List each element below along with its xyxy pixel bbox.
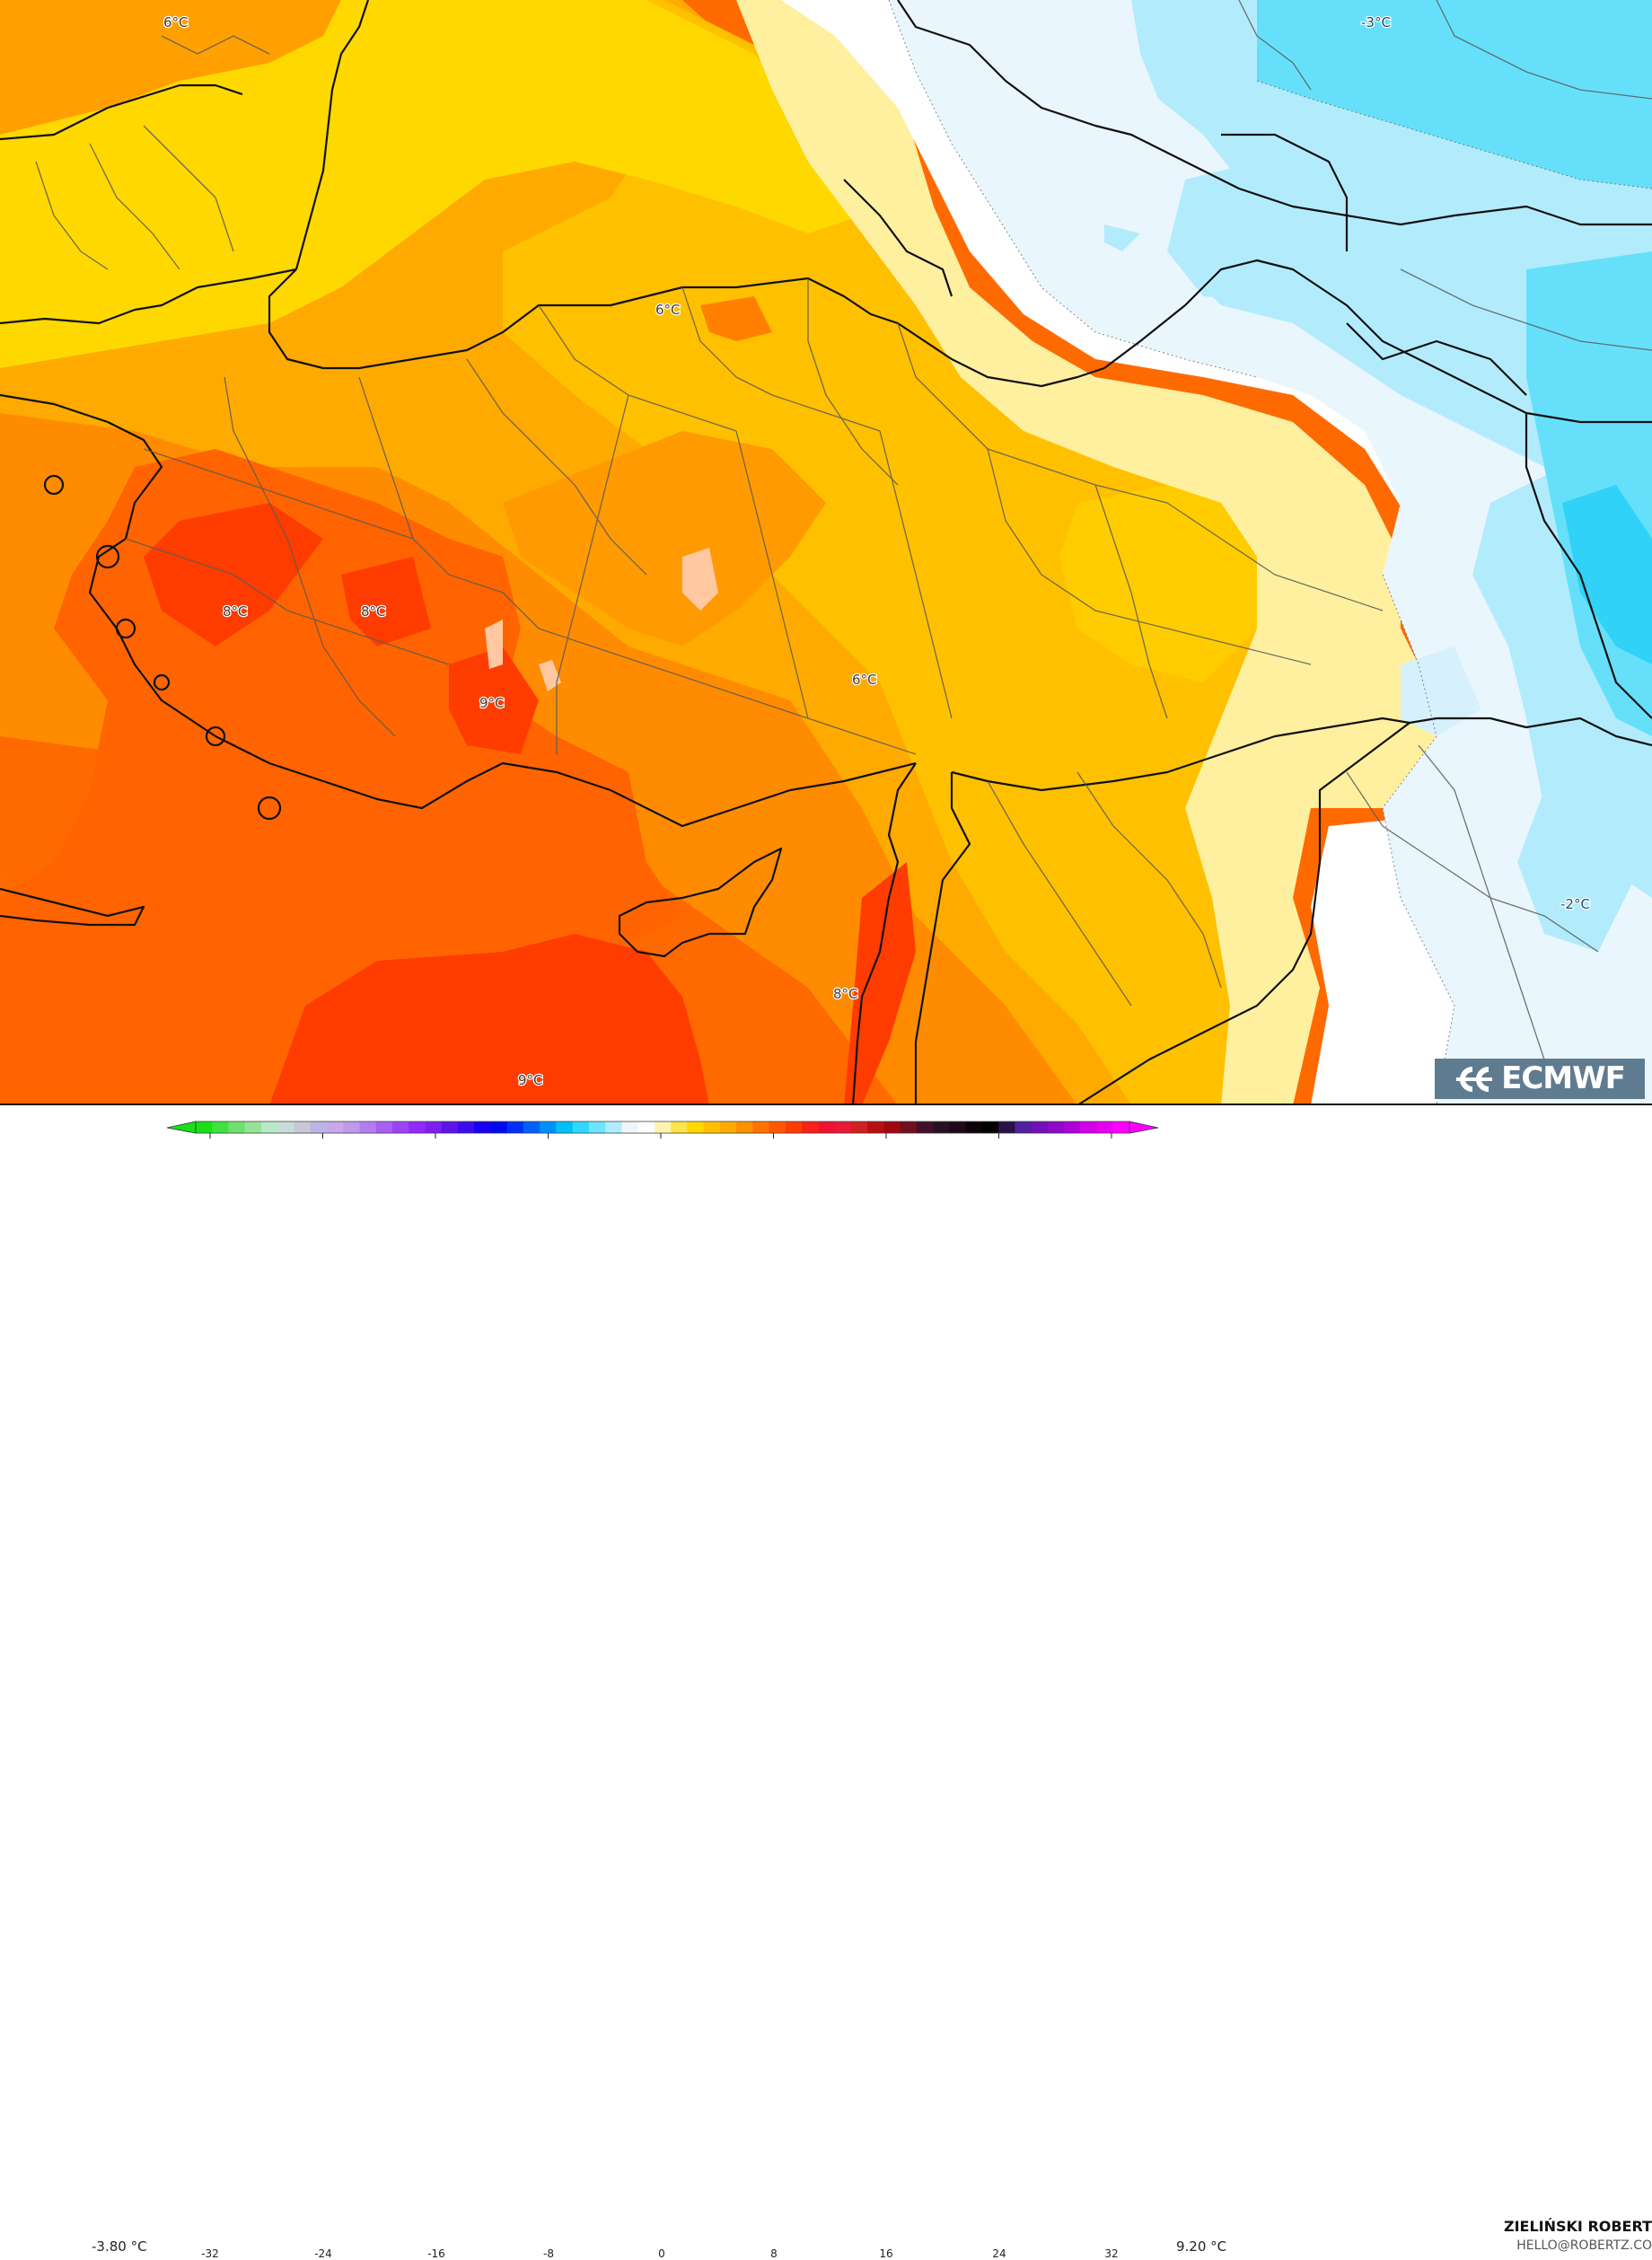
colorbar-cell [375,1121,393,1133]
temp-label: 8°C [223,603,248,620]
province-borders [35,0,1652,1060]
temp-label: 9°C [479,695,505,711]
colorbar-cell [834,1121,852,1133]
colorbar-cell [457,1121,475,1133]
colorbar-cell [654,1121,672,1133]
colorbar-cell [196,1121,213,1133]
colorbar-cell [719,1121,737,1133]
colorbar-cell [637,1121,655,1133]
colorbar-tick-label: 32 [1104,2247,1119,2260]
colorbar-tick-label: 16 [879,2247,893,2260]
temp-label: 8°C [361,603,386,620]
contour-fills [0,0,1652,1105]
temp-label: 9°C [518,1072,543,1088]
colorbar-cell [818,1121,836,1133]
colorbar-cell [785,1121,803,1133]
colorbar-cell [703,1121,721,1133]
colorbar-cell [736,1121,753,1133]
colorbar-cell [260,1121,278,1133]
colorbar-cell [441,1121,459,1133]
colorbar-cell [1080,1121,1098,1133]
colorbar-cell [506,1121,524,1133]
colorbar-cell [244,1121,262,1133]
colorbar-cell [671,1121,688,1133]
colorbar-cell [1096,1121,1114,1133]
colorbar [166,1121,1159,1139]
colorbar-cell [1112,1121,1130,1133]
colorbar-cell [1015,1121,1032,1133]
temp-label: 6°C [852,672,877,688]
colorbar-cell [212,1121,230,1133]
ecmwf-emblem-icon [1456,1066,1493,1092]
colorbar-cell [605,1121,622,1133]
colorbar-cell [474,1121,492,1133]
colorbar-cell [802,1121,819,1133]
colorbar-tick-label: 8 [770,2247,778,2260]
temp-label: 8°C [833,986,858,1002]
temp-label: 6°C [655,302,681,318]
author-email: HELLO@ROBERTZ.CO [1516,2238,1652,2253]
colorbar-cell [409,1121,426,1133]
colorbar-cell [228,1121,246,1133]
colorbar-cell [752,1121,770,1133]
colorbar-cell [965,1121,983,1133]
temperature-labels: 6°C -3°C 6°C 8°C 8°C 9°C 6°C 8°C -2°C 9°… [163,13,1591,1090]
country-borders [0,0,1652,1105]
colorbar-cell [343,1121,361,1133]
colorbar-cell [850,1121,868,1133]
colorbar-cell [981,1121,999,1133]
colorbar-cell [1064,1121,1081,1133]
colorbar-cell [883,1121,901,1133]
colorbar-cell [490,1121,508,1133]
temp-label: 6°C [163,14,189,31]
temperature-map: 6°C -3°C 6°C 8°C 8°C 9°C 6°C 8°C -2°C 9°… [0,0,1652,1105]
colorbar-cell [556,1121,574,1133]
colorbar-cell [916,1121,934,1133]
colorbar-cell [572,1121,590,1133]
colorbar-min-value: -3.80 °C [92,2238,147,2255]
colorbar-tick-label: -32 [201,2247,219,2260]
colorbar-cell [310,1121,328,1133]
colorbar-cell [359,1121,377,1133]
colorbar-cell [391,1121,409,1133]
colorbar-cell [769,1121,786,1133]
legend: -3.80 °C 9.20 °C -32 -24 -16 -8 0 8 16 2… [0,1105,1652,2260]
colorbar-tick-label: 24 [992,2247,1006,2260]
colorbar-cell [277,1121,295,1133]
colorbar-cell [1031,1121,1049,1133]
colorbar-tick-label: -16 [427,2247,445,2260]
colorbar-tick-label: 0 [658,2247,665,2260]
colorbar-cell [588,1121,606,1133]
temp-label: -3°C [1361,14,1391,31]
colorbar-right-arrow [1129,1121,1159,1134]
colorbar-max-value: 9.20 °C [1176,2238,1227,2255]
colorbar-cell [1047,1121,1065,1133]
colorbar-cell [687,1121,705,1133]
colorbar-tick-label: -24 [314,2247,332,2260]
ecmwf-logo: ECMWF [1435,1059,1645,1099]
author-name: ZIELIŃSKI ROBERT [1503,2218,1652,2235]
colorbar-cell [326,1121,344,1133]
colorbar-cell [294,1121,312,1133]
colorbar-cell [425,1121,443,1133]
temp-label: -2°C [1560,896,1590,912]
colorbar-cell [949,1121,967,1133]
colorbar-cell [540,1121,558,1133]
ecmwf-logo-text: ECMWF [1501,1060,1626,1096]
colorbar-cell [998,1121,1015,1133]
colorbar-cell [933,1121,950,1133]
colorbar-cell [900,1121,918,1133]
colorbar-cell [523,1121,540,1133]
map-frame-bottom [0,1104,1652,1105]
dashed-contours [888,0,1652,1105]
colorbar-cell [867,1121,884,1133]
colorbar-left-arrow [166,1121,197,1134]
colorbar-cell [621,1121,639,1133]
colorbar-tick-label: -8 [543,2247,554,2260]
